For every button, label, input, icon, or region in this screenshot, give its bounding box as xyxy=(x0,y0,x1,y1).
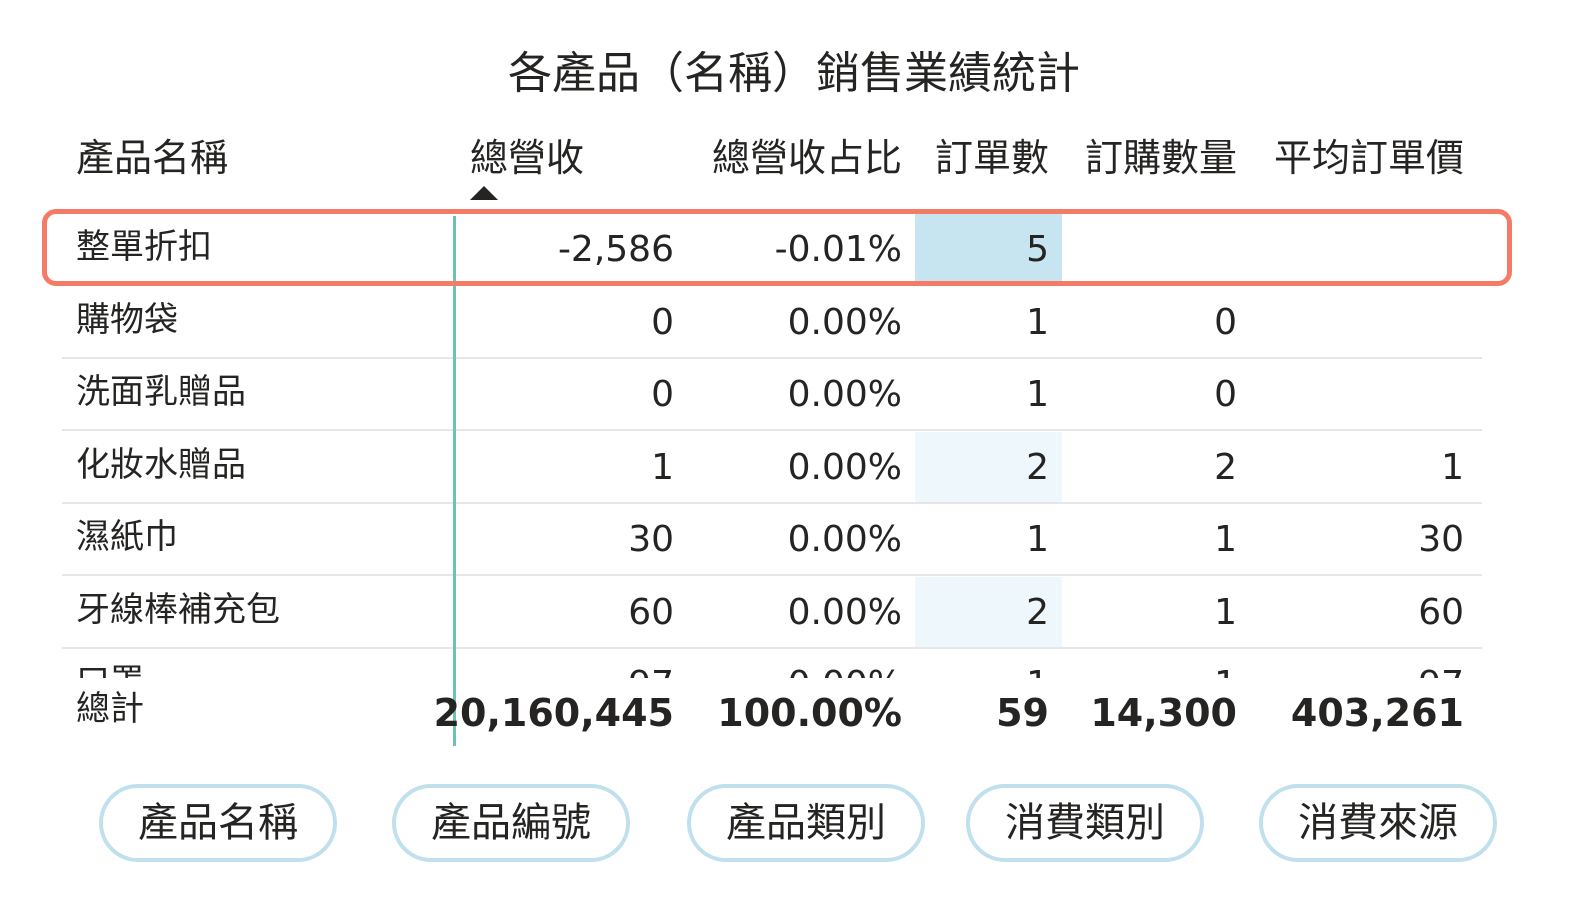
revenue-share-cell: 0.00% xyxy=(787,446,902,488)
header-avg-order-value[interactable]: 平均訂單價 xyxy=(1273,136,1464,180)
table-row[interactable]: 購物袋 0 0.00% 1 0 xyxy=(62,287,1482,359)
table-row[interactable]: 口罩 97 0.00% 1 1 97 xyxy=(62,649,1482,678)
quantity-cell: 0 xyxy=(1214,374,1237,415)
revenue-cell: 30 xyxy=(628,519,674,560)
revenue-share-cell: 0.00% xyxy=(787,591,902,633)
order-count-cell: 1 xyxy=(1026,519,1049,560)
avg-order-cell: 60 xyxy=(1418,591,1464,633)
avg-order-cell: 1 xyxy=(1441,446,1464,488)
quantity-cell: 2 xyxy=(1214,446,1237,488)
group-by-product-category-button[interactable]: 產品類別 xyxy=(687,784,925,862)
row-divider xyxy=(62,501,1482,504)
table-row[interactable]: 洗面乳贈品 0 0.00% 1 0 xyxy=(62,359,1482,431)
sort-ascending-icon[interactable] xyxy=(470,186,498,200)
order-count-bar xyxy=(915,214,1062,284)
product-name-cell: 牙線棒補充包 xyxy=(76,589,280,630)
revenue-share-cell: -0.01% xyxy=(774,229,902,270)
revenue-cell: 0 xyxy=(651,301,674,343)
header-quantity[interactable]: 訂購數量 xyxy=(1084,136,1237,180)
order-count-bar xyxy=(915,431,1062,502)
header-total-revenue[interactable]: 總營收 xyxy=(470,136,585,180)
product-name-cell: 化妝水贈品 xyxy=(76,444,246,485)
group-by-purchase-category-button[interactable]: 消費類別 xyxy=(966,784,1204,862)
product-name-cell: 口罩 xyxy=(76,649,144,678)
avg-order-cell: 30 xyxy=(1418,519,1464,560)
totals-quantity: 14,300 xyxy=(1090,691,1237,735)
totals-revenue: 20,160,445 xyxy=(433,691,674,735)
avg-order-cell: 97 xyxy=(1418,649,1464,678)
order-count-cell: 5 xyxy=(1026,229,1049,270)
header-product-name[interactable]: 產品名稱 xyxy=(76,136,229,180)
row-divider xyxy=(62,429,1482,431)
revenue-share-cell: 0.00% xyxy=(787,519,902,560)
report-title: 各產品（名稱）銷售業績統計 xyxy=(508,48,1080,99)
revenue-cell: 97 xyxy=(628,649,674,678)
revenue-cell: 1 xyxy=(651,446,674,488)
revenue-share-cell: 0.00% xyxy=(787,301,902,343)
highlight-box xyxy=(42,209,1512,286)
totals-row: 總計 20,160,445 100.00% 59 14,300 403,261 xyxy=(62,680,1482,746)
revenue-cell: -2,586 xyxy=(557,229,674,270)
product-name-cell: 整單折扣 xyxy=(76,227,212,267)
order-count-cell: 1 xyxy=(1026,374,1049,415)
product-name-cell: 洗面乳贈品 xyxy=(76,372,246,412)
revenue-share-cell: 0.00% xyxy=(788,649,902,678)
totals-revenue-share: 100.00% xyxy=(717,691,902,735)
quantity-cell: 1 xyxy=(1214,649,1237,678)
order-count-cell: 1 xyxy=(1026,301,1049,343)
product-name-cell: 濕紙巾 xyxy=(76,517,178,557)
header-revenue-share[interactable]: 總營收占比 xyxy=(711,136,902,180)
row-divider xyxy=(62,574,1482,576)
totals-avg-order: 403,261 xyxy=(1290,691,1464,735)
revenue-share-cell: 0.00% xyxy=(787,374,902,415)
table-row[interactable]: 濕紙巾 30 0.00% 1 1 30 xyxy=(62,504,1482,576)
table-row[interactable]: 牙線棒補充包 60 0.00% 2 1 60 xyxy=(62,576,1482,649)
table-row[interactable]: 整單折扣 -2,586 -0.01% 5 xyxy=(62,214,1482,286)
quantity-cell: 1 xyxy=(1214,591,1237,633)
group-by-product-id-button[interactable]: 產品編號 xyxy=(392,784,630,862)
group-by-purchase-source-button[interactable]: 消費來源 xyxy=(1259,784,1497,862)
order-count-cell: 1 xyxy=(1026,649,1049,678)
order-count-cell: 2 xyxy=(1026,591,1049,633)
order-count-cell: 2 xyxy=(1026,446,1049,488)
revenue-cell: 60 xyxy=(628,591,674,633)
quantity-cell: 1 xyxy=(1214,519,1237,560)
header-order-count[interactable]: 訂單數 xyxy=(934,136,1049,180)
product-name-cell: 購物袋 xyxy=(76,299,178,340)
group-by-product-name-button[interactable]: 產品名稱 xyxy=(99,784,337,862)
totals-orders: 59 xyxy=(996,691,1049,735)
table-row[interactable]: 化妝水贈品 1 0.00% 2 2 1 xyxy=(62,431,1482,504)
sales-table: 產品名稱 總營收 總營收占比 訂單數 訂購數量 平均訂單價 xyxy=(62,118,1482,748)
totals-label: 總計 xyxy=(76,689,144,729)
column-divider xyxy=(453,216,456,746)
row-divider xyxy=(62,356,1482,359)
order-count-bar xyxy=(915,576,1062,647)
quantity-cell: 0 xyxy=(1214,301,1237,343)
row-divider xyxy=(62,646,1482,649)
revenue-cell: 0 xyxy=(651,374,674,415)
